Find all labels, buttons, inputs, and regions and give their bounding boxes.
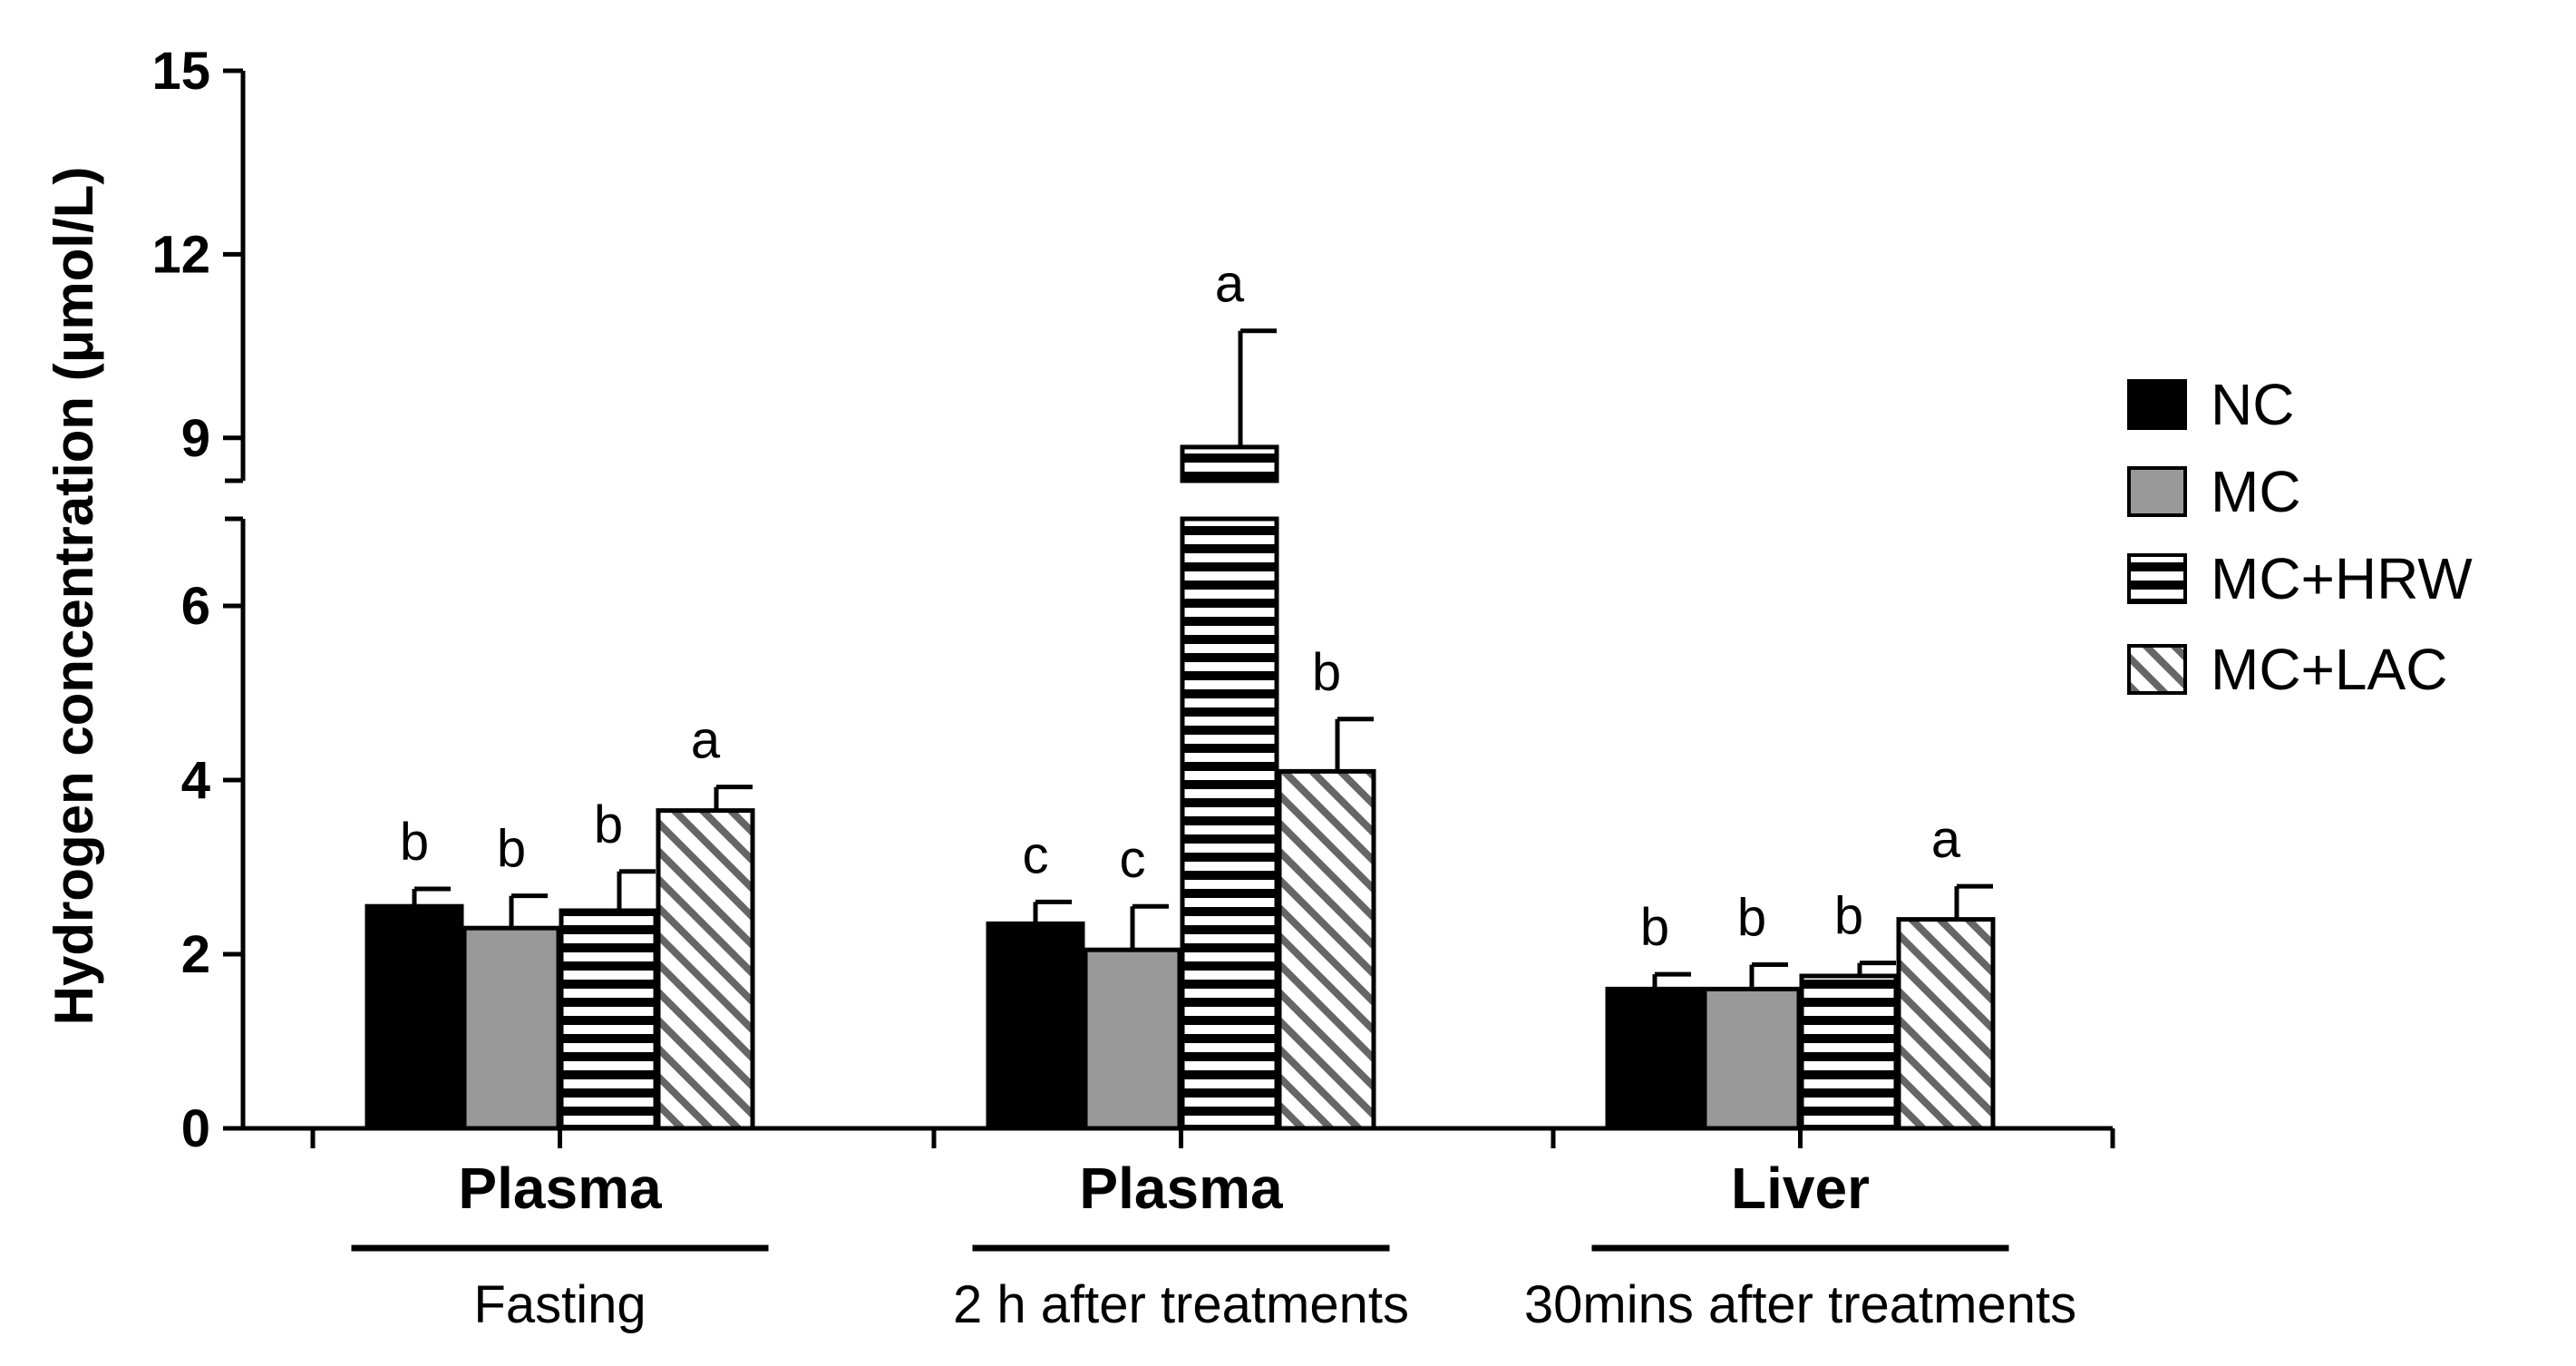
bar — [1180, 516, 1279, 1131]
bar — [656, 808, 755, 1131]
legend-label: MC — [2211, 459, 2301, 524]
bar — [1702, 986, 1802, 1131]
bar — [559, 908, 658, 1131]
legend-label: MC+LAC — [2211, 637, 2447, 702]
bar — [986, 921, 1085, 1131]
bar — [1180, 444, 1279, 483]
y-tick-label: 15 — [151, 42, 210, 101]
significance-letter: b — [400, 813, 429, 872]
y-axis: 0 2 4 6 9 12 15 — [151, 42, 246, 1158]
significance-letter: a — [1215, 255, 1245, 314]
x-axis: Plasma Fasting Plasma 2 h after treatments L… — [241, 1126, 2115, 1334]
bar — [1083, 947, 1182, 1131]
group-label: Plasma — [458, 1156, 662, 1221]
significance-letter: b — [1834, 887, 1863, 946]
significance-letter: c — [1120, 830, 1146, 889]
y-axis-label: Hydrogen concentration (μmol/L) — [44, 167, 104, 1026]
legend-label: NC — [2211, 372, 2294, 437]
legend-swatch — [2127, 644, 2187, 695]
bar — [1896, 917, 1996, 1131]
legend-swatch — [2127, 466, 2187, 517]
legend: NC MC MC+HRW MC+LAC — [2127, 372, 2473, 702]
bar — [1799, 973, 1899, 1131]
group-sublabel: 30mins after treatments — [1524, 1275, 2076, 1334]
legend-swatch — [2127, 379, 2187, 430]
y-tick-label: 4 — [181, 751, 210, 810]
significance-letter: a — [1931, 810, 1961, 869]
group-label: Liver — [1731, 1156, 1870, 1221]
significance-letter: a — [691, 711, 721, 770]
group-sublabel: Fasting — [473, 1275, 646, 1334]
significance-letter: b — [594, 795, 623, 854]
bar — [462, 925, 561, 1131]
y-tick-label: 9 — [181, 409, 210, 468]
y-tick-label: 2 — [181, 925, 210, 984]
group-label: Plasma — [1079, 1156, 1283, 1221]
legend-swatch — [2127, 553, 2187, 604]
y-tick-label: 6 — [181, 577, 210, 636]
bar — [1605, 986, 1705, 1131]
y-tick-label: 0 — [181, 1099, 210, 1158]
significance-letter: b — [1737, 889, 1766, 948]
significance-letter: c — [1023, 825, 1049, 884]
legend-label: MC+HRW — [2211, 546, 2473, 611]
group-sublabel: 2 h after treatments — [953, 1275, 1409, 1334]
bars: b c b b c b b a b a b a — [365, 255, 1996, 1131]
y-tick-label: 12 — [151, 225, 210, 284]
bar — [1277, 768, 1376, 1131]
significance-letter: b — [1312, 643, 1341, 702]
significance-letter: b — [1640, 898, 1669, 957]
significance-letter: b — [497, 820, 526, 879]
bar — [365, 903, 464, 1131]
